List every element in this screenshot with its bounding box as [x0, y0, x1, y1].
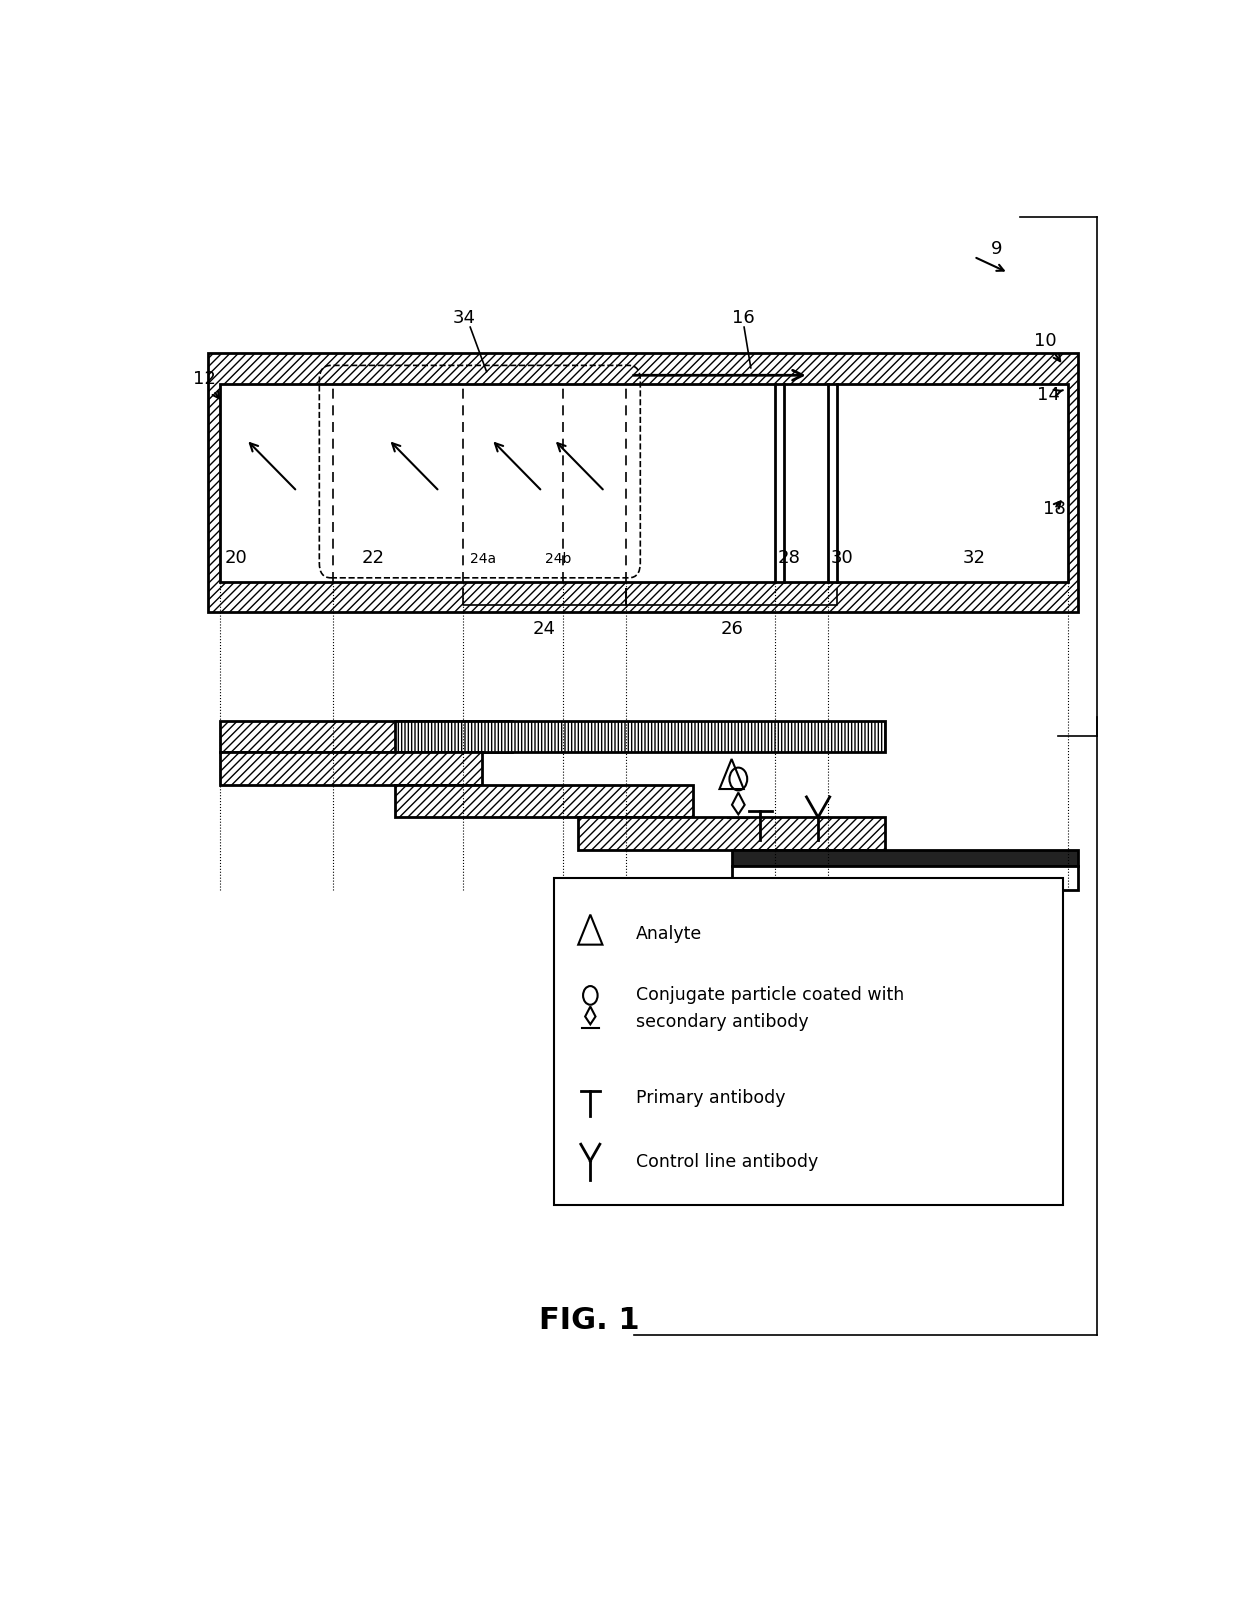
Text: secondary antibody: secondary antibody [635, 1014, 808, 1031]
Bar [732, 850, 1078, 866]
Text: 24b: 24b [546, 552, 572, 566]
Text: Conjugate particle coated with: Conjugate particle coated with [635, 986, 904, 1004]
Text: 12: 12 [193, 371, 219, 398]
Text: 32: 32 [962, 549, 986, 566]
Text: 16: 16 [732, 310, 754, 327]
Bar [221, 722, 512, 752]
Text: 24: 24 [533, 619, 556, 638]
Text: 22: 22 [362, 549, 384, 566]
Text: 14: 14 [1037, 387, 1063, 404]
Text: Analyte: Analyte [635, 924, 702, 943]
Bar [732, 866, 1078, 890]
Text: 28: 28 [777, 549, 801, 566]
Text: 34: 34 [453, 310, 476, 327]
Text: 20: 20 [224, 549, 247, 566]
Bar [221, 752, 481, 786]
Text: 10: 10 [1034, 332, 1060, 361]
Text: Control line antibody: Control line antibody [635, 1153, 817, 1171]
Text: 26: 26 [720, 619, 743, 638]
Text: FIG. 1: FIG. 1 [539, 1306, 640, 1335]
Text: 30: 30 [831, 549, 853, 566]
Text: 24a: 24a [470, 552, 496, 566]
Text: Primary antibody: Primary antibody [635, 1089, 785, 1107]
Bar [578, 818, 885, 850]
Text: 18: 18 [1043, 499, 1065, 518]
Bar [208, 353, 1078, 613]
Text: 9: 9 [991, 241, 1003, 258]
Bar [221, 383, 1068, 582]
Bar [554, 877, 1063, 1205]
Bar [396, 722, 885, 752]
Bar [396, 786, 693, 818]
